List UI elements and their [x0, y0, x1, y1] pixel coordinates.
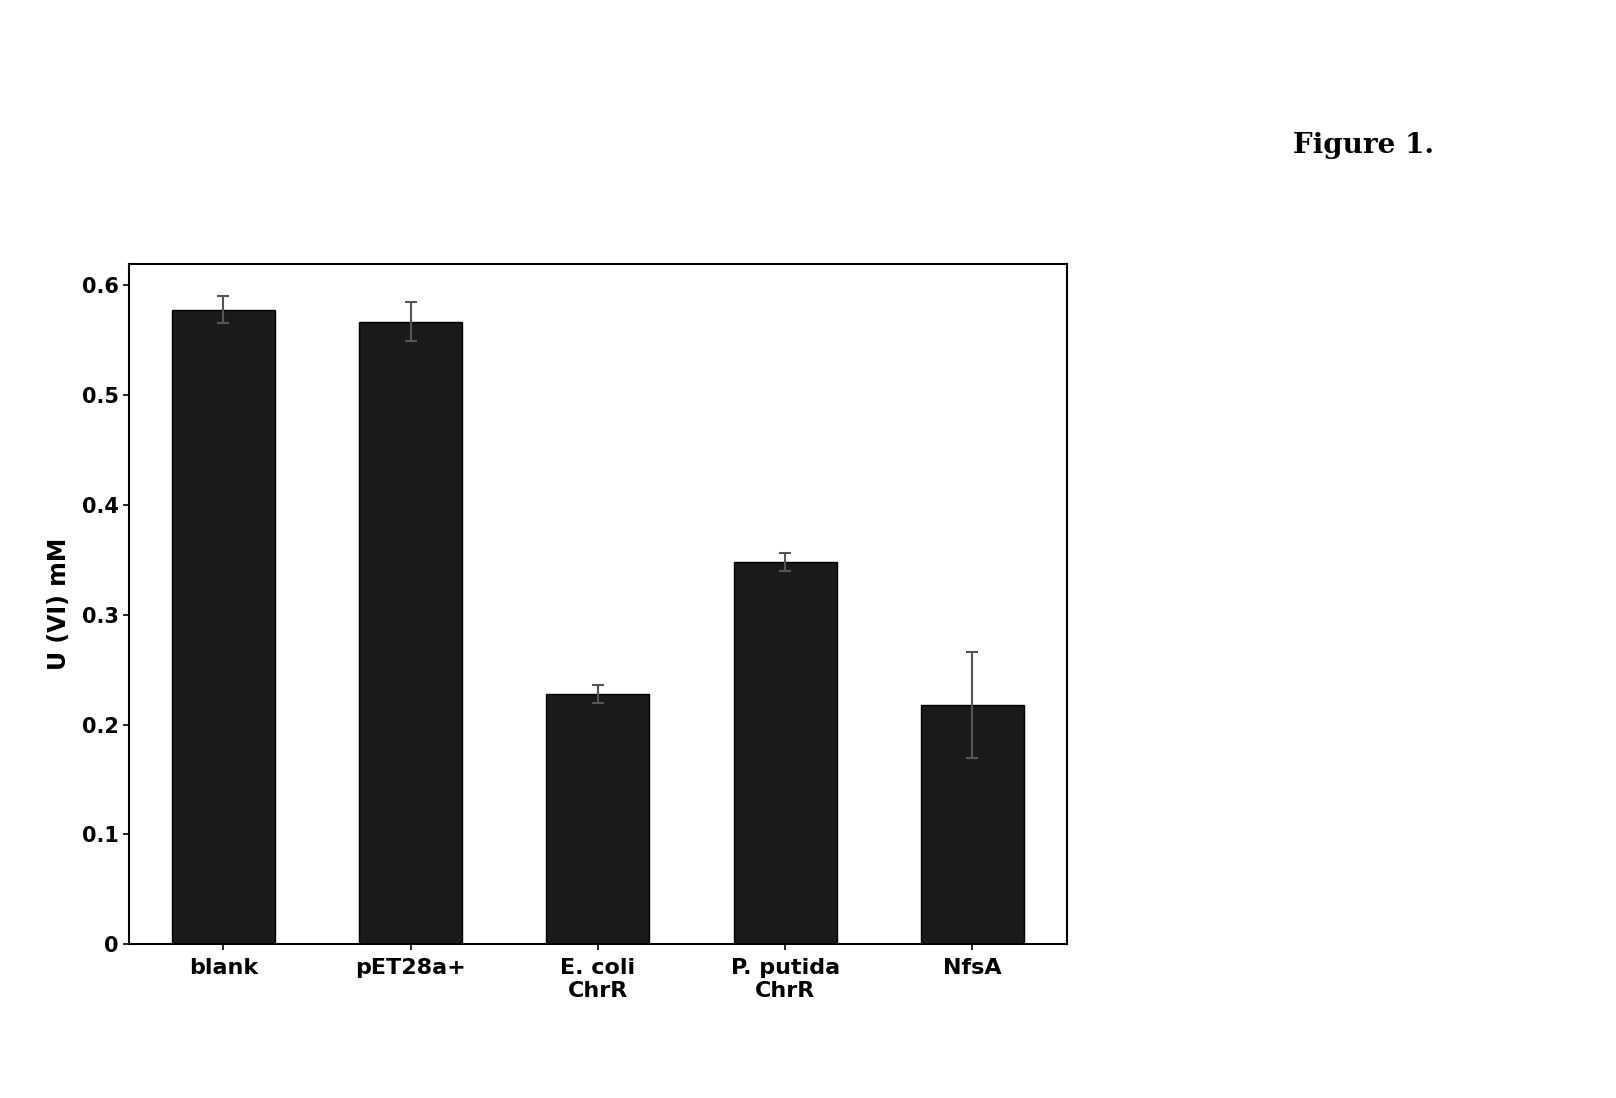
Bar [171, 310, 275, 944]
Bar [921, 705, 1025, 944]
Y-axis label: U (VI) mM: U (VI) mM [47, 538, 71, 670]
Bar [734, 562, 837, 944]
Text: Figure 1.: Figure 1. [1293, 132, 1433, 159]
Bar [359, 322, 462, 944]
Bar [546, 694, 650, 944]
